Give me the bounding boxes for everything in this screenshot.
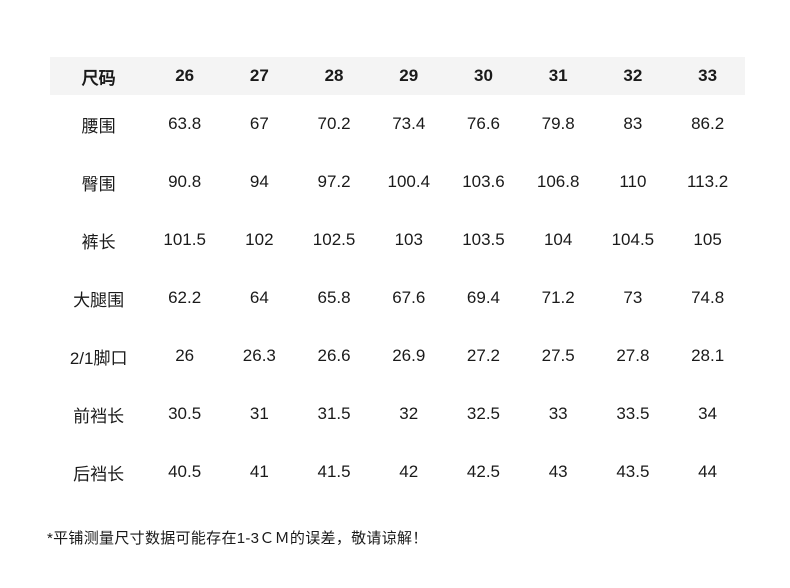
measurement-value: 103.6	[462, 172, 505, 191]
measurement-value: 73	[623, 288, 643, 307]
measurement-value: 41	[249, 462, 269, 481]
size-chart: 尺码 26 27 28 29 30 31 32 33 腰围 63.8 67 70.2 73.4 76.6 7…	[50, 57, 745, 501]
measurement-value: 102.5	[312, 230, 356, 249]
measurement-value: 90.8	[168, 172, 202, 191]
table-row: 后裆长 40.5 41 41.5 42 42.5 43 43.5 44	[50, 443, 745, 501]
measurement-value: 70.2	[317, 114, 351, 133]
measurement-value: 79.8	[541, 114, 575, 133]
measurement-value: 71.2	[541, 288, 575, 307]
measurement-value: 26	[175, 346, 195, 365]
size-table: 尺码 26 27 28 29 30 31 32 33 腰围 63.8 67 70.2 73.4 76.6 7…	[50, 57, 745, 501]
measurement-value: 67	[249, 114, 269, 133]
measurement-value: 27.5	[541, 346, 575, 365]
measurement-value: 30.5	[168, 404, 202, 423]
measurement-value: 26.9	[392, 346, 426, 365]
size-column-header: 32	[623, 66, 643, 85]
measurement-value: 33	[548, 404, 568, 423]
measurement-value: 103	[394, 230, 423, 249]
measurement-value: 94	[249, 172, 269, 191]
size-table-header-row: 尺码 26 27 28 29 30 31 32 33	[50, 57, 745, 95]
measurement-value: 42	[399, 462, 419, 481]
measurement-value: 104	[543, 230, 573, 249]
measurement-value: 41.5	[317, 462, 351, 481]
table-row: 2/1脚口 26 26.3 26.6 26.9 27.2 27.5 27.8 28.1	[50, 327, 745, 385]
measurement-value: 104.5	[611, 230, 655, 249]
measurement-value: 76.6	[466, 114, 500, 133]
measurement-value: 34	[698, 404, 718, 423]
measurement-label: 臀围	[81, 174, 116, 194]
table-row: 臀围 90.8 94 97.2 100.4 103.6 106.8 110 113.2	[50, 153, 745, 211]
measurement-value: 31	[249, 404, 269, 423]
measurement-label: 前裆长	[73, 406, 125, 426]
measurement-value: 105	[693, 230, 722, 249]
size-column-header: 30	[474, 66, 493, 85]
measurement-value: 26.6	[317, 346, 351, 365]
table-row: 腰围 63.8 67 70.2 73.4 76.6 79.8 83 86.2	[50, 95, 745, 153]
size-column-header: 27	[249, 66, 269, 85]
size-table-corner-header: 尺码	[81, 68, 116, 88]
measurement-value: 26.3	[242, 346, 276, 365]
table-row: 前裆长 30.5 31 31.5 32 32.5 33 33.5 34	[50, 385, 745, 443]
measurement-value: 65.8	[317, 288, 351, 307]
measurement-value: 32	[399, 404, 419, 423]
measurement-value: 44	[698, 462, 718, 481]
measurement-value: 101.5	[163, 230, 206, 249]
measurement-label: 大腿围	[73, 290, 125, 310]
measurement-label: 裤长	[81, 232, 116, 252]
measurement-value: 74.8	[691, 288, 725, 307]
size-column-header: 29	[399, 66, 419, 85]
table-row: 大腿围 62.2 64 65.8 67.6 69.4 71.2 73 74.8	[50, 269, 745, 327]
measurement-label: 2/1脚口	[69, 348, 128, 368]
table-row: 裤长 101.5 102 102.5 103 103.5 104 104.5 105	[50, 211, 745, 269]
measurement-value: 73.4	[392, 114, 426, 133]
measurement-disclaimer: *平铺测量尺寸数据可能存在1-3ＣＭ的误差，敬请谅解！	[47, 530, 428, 547]
measurement-value: 31.5	[317, 404, 351, 423]
measurement-value: 110	[619, 172, 647, 191]
measurement-value: 40.5	[168, 462, 202, 481]
measurement-label: 腰围	[81, 116, 116, 136]
measurement-value: 64	[249, 288, 269, 307]
measurement-value: 63.8	[168, 114, 202, 133]
measurement-value: 32.5	[466, 404, 500, 423]
measurement-value: 43	[548, 462, 568, 481]
measurement-value: 62.2	[168, 288, 202, 307]
size-column-header: 31	[548, 66, 568, 85]
size-column-header: 28	[324, 66, 344, 85]
measurement-value: 97.2	[317, 172, 351, 191]
measurement-value: 27.2	[466, 346, 500, 365]
measurement-value: 28.1	[691, 346, 725, 365]
measurement-value: 33.5	[616, 404, 650, 423]
measurement-value: 67.6	[392, 288, 426, 307]
measurement-value: 100.4	[387, 172, 431, 191]
measurement-value: 113.2	[686, 172, 729, 191]
size-column-header: 33	[698, 66, 718, 85]
measurement-value: 27.8	[616, 346, 650, 365]
measurement-value: 102	[245, 230, 274, 249]
measurement-value: 42.5	[466, 462, 500, 481]
size-table-body: 腰围 63.8 67 70.2 73.4 76.6 79.8 83 86.2 臀围 90.8 94 97…	[50, 95, 745, 501]
measurement-value: 43.5	[616, 462, 650, 481]
size-column-header: 26	[175, 66, 195, 85]
measurement-value: 103.5	[462, 230, 505, 249]
measurement-value: 69.4	[466, 288, 500, 307]
measurement-label: 后裆长	[73, 464, 125, 484]
measurement-value: 86.2	[691, 114, 725, 133]
measurement-value: 106.8	[536, 172, 580, 191]
measurement-value: 83	[623, 114, 643, 133]
